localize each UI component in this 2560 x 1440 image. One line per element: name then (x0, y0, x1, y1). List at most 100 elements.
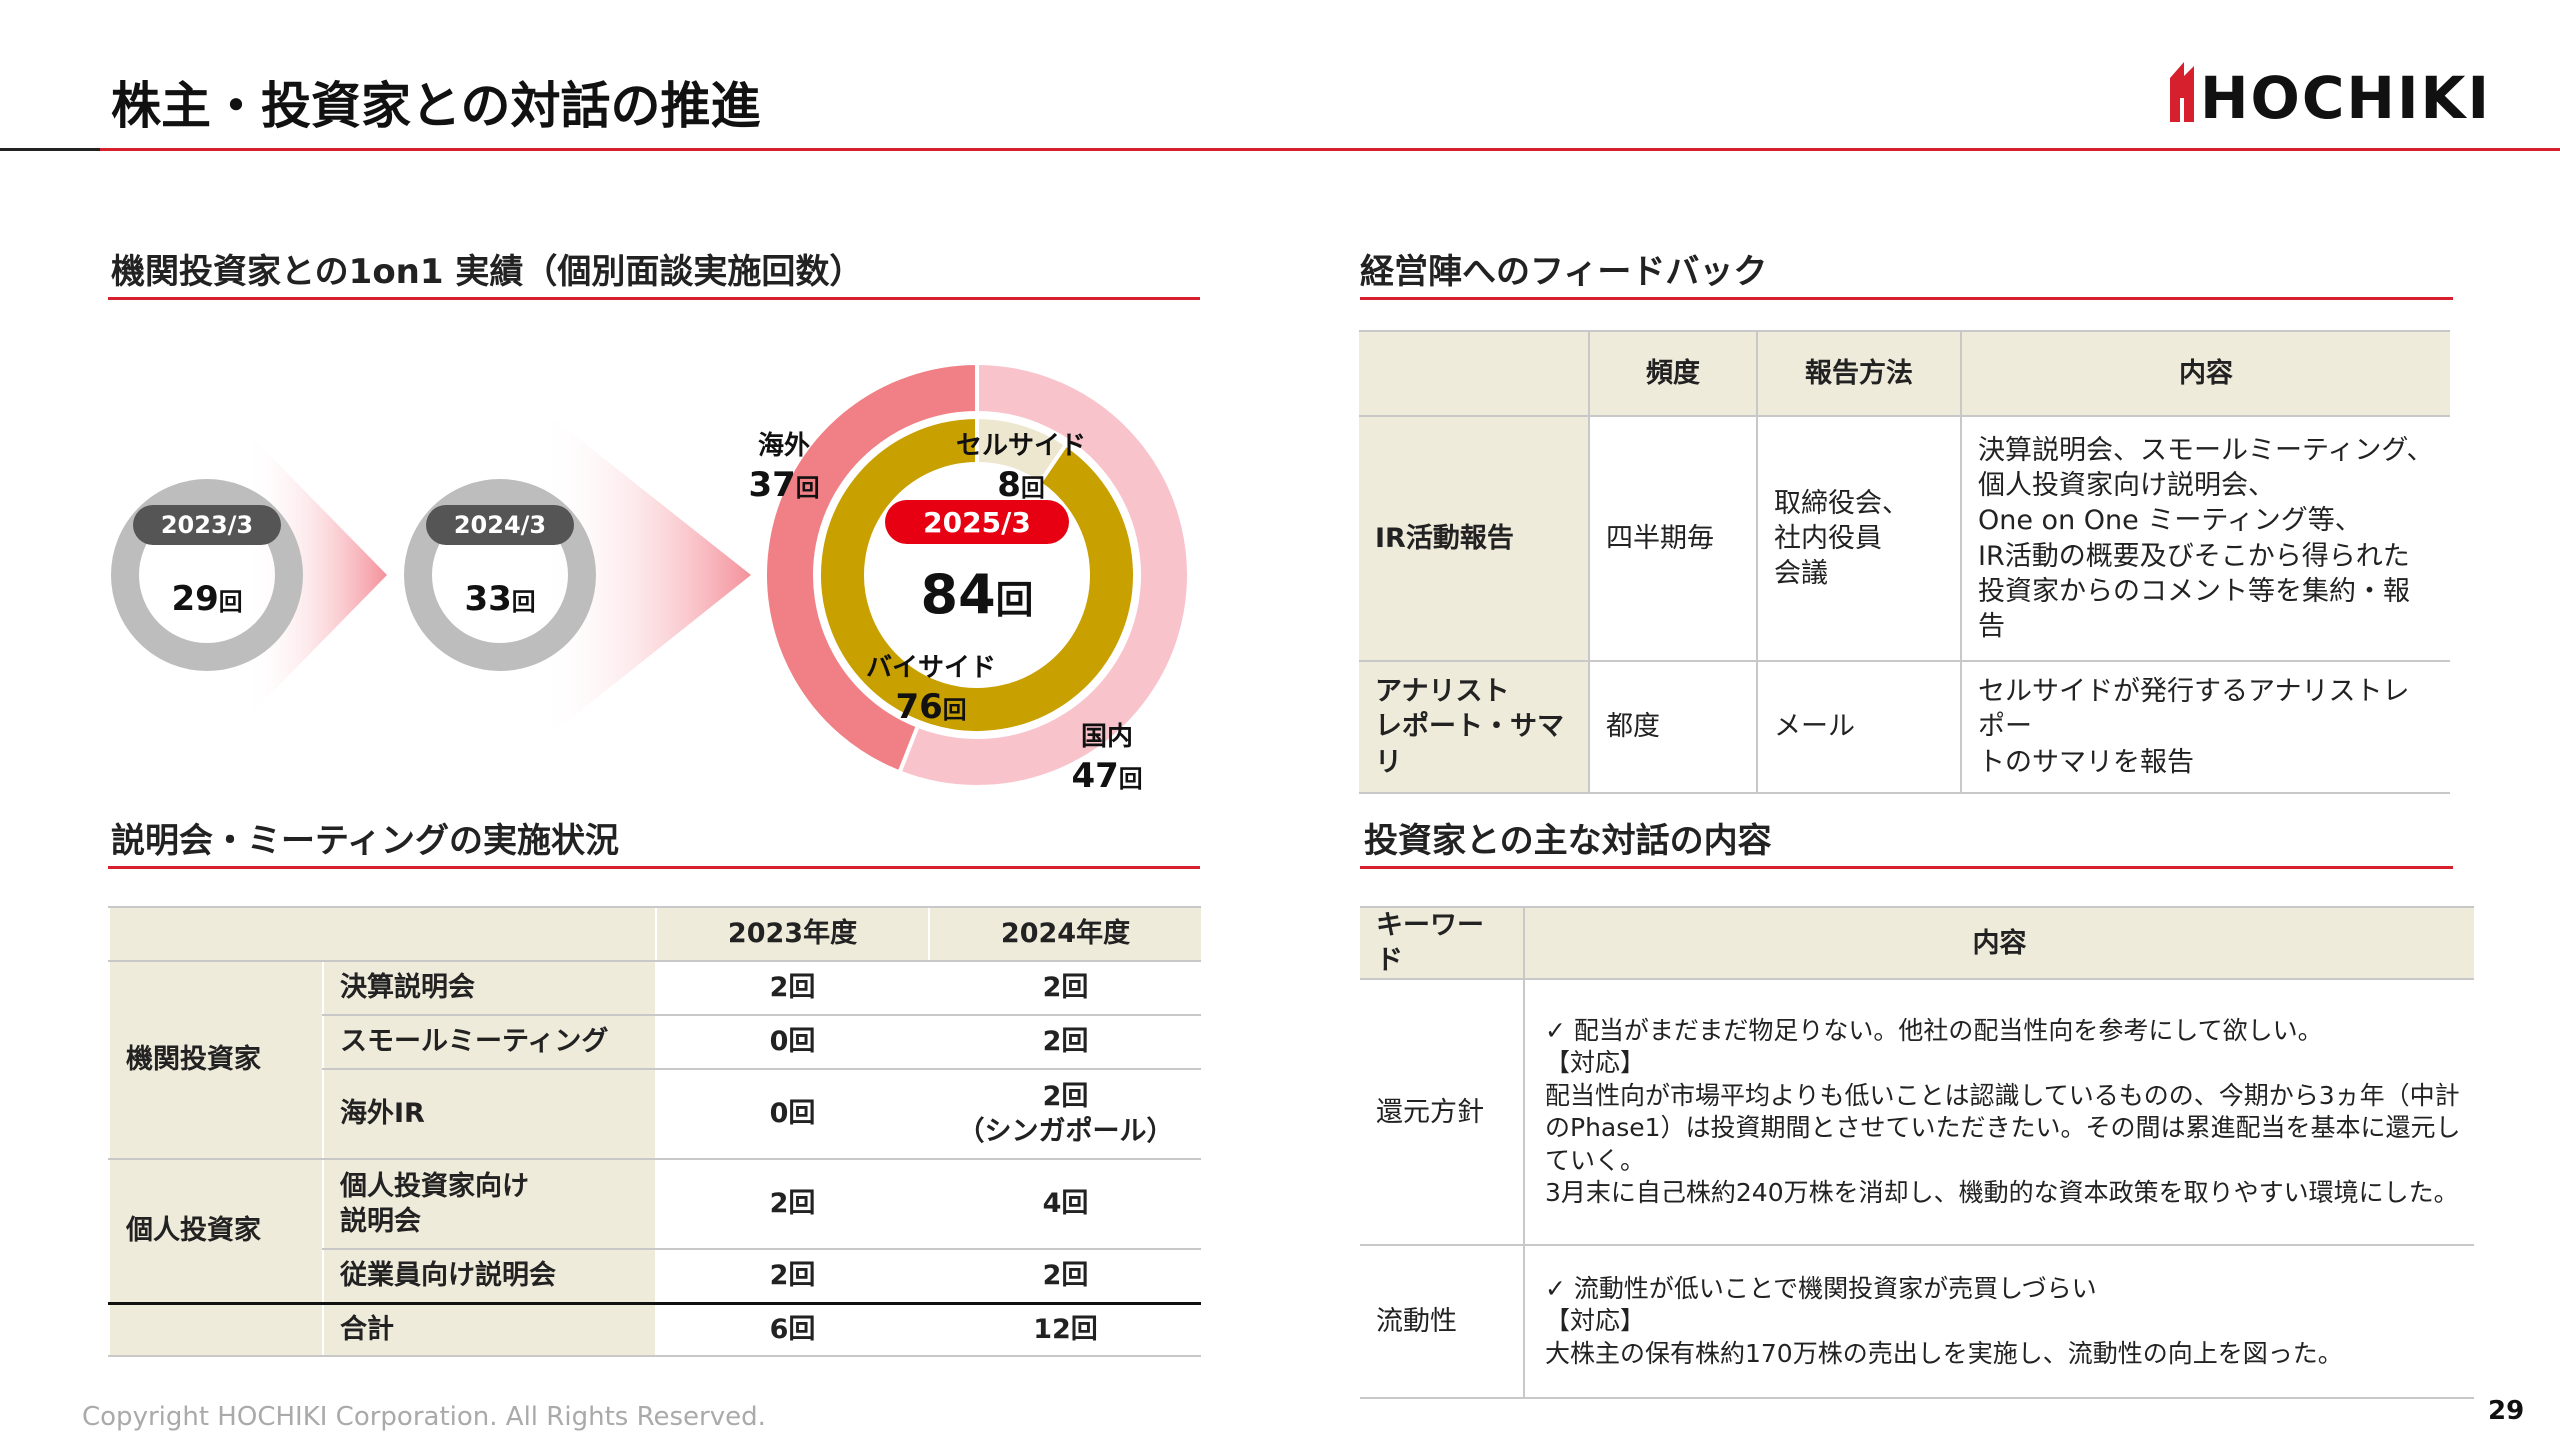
group-cell (108, 1301, 323, 1357)
header-cell (108, 906, 656, 962)
segment-name: 国内 (1081, 722, 1133, 752)
table-row: 個人投資家 個人投資家向け 説明会 2回 4回 (108, 1158, 1201, 1304)
table-row: IR活動報告 四半期毎 取締役会、 社内役員 会議 決算説明会、スモールミーティング、… (1359, 415, 2450, 662)
value-cell: 6回 (655, 1301, 929, 1357)
value-cell: 4回 (928, 1158, 1201, 1250)
count: 47回 (1071, 756, 1142, 796)
value-cell: 0回 (655, 1068, 929, 1160)
count-unit: 回 (996, 578, 1034, 622)
section-heading: 投資家との主な対話の内容 (1364, 821, 1772, 861)
count-unit: 回 (512, 588, 536, 616)
cell: セルサイドが発行するアナリストレポー トのサマリを報告 (1960, 660, 2450, 794)
one-on-one-graphic: 2023/329回2024/333回2025/384回海外37回セルサイド8回バ… (111, 360, 1191, 796)
count: 33回 (464, 579, 535, 619)
year-pill (885, 500, 1069, 544)
cell: 決算説明会、スモールミーティング、 個人投資家向け説明会、 One on One… (1960, 415, 2450, 662)
table-row: アナリスト レポート・サマリ 都度 メール セルサイドが発行するアナリストレポー トの… (1359, 660, 2450, 794)
count-unit: 回 (219, 588, 243, 616)
table-row: キーワード 内容 (1360, 905, 2474, 981)
count-unit: 回 (1021, 474, 1045, 502)
section-rule (1360, 297, 2453, 300)
section-heading: 説明会・ミーティングの実施状況 (111, 821, 619, 861)
segment-name: バイサイド (866, 653, 996, 683)
logo: HOCHIKI (2170, 62, 2491, 124)
table-row: 合計 6回 12回 (108, 1301, 1201, 1357)
value-cell: 2回 (928, 960, 1201, 1016)
row-head: IR活動報告 (1359, 415, 1589, 662)
segment-name: 海外 (758, 431, 810, 461)
cell: 都度 (1588, 660, 1757, 794)
section-heading: 経営陣へのフィードバック (1360, 252, 1768, 292)
value-cell: 2回 (655, 1158, 929, 1250)
section-rule (1360, 866, 2453, 869)
year-pill (133, 505, 281, 545)
year-ring (111, 479, 303, 671)
count: 29回 (171, 579, 242, 619)
arrow (245, 430, 387, 720)
header-cell: 2024年度 (928, 906, 1201, 962)
table-row: 流動性 ✓ 流動性が低いことで機関投資家が売買しづらい 【対応】 大株主の保有株約… (1360, 1244, 2474, 1400)
content: ✓ 配当がまだまだ物足りない。他社の配当性向を参考にして欲しい。 【対応】 配当… (1523, 978, 2474, 1247)
donut-segment (896, 360, 1191, 789)
item-cell: 決算説明会 (322, 960, 656, 1016)
header-cell: 内容 (1960, 330, 2450, 417)
value-cell: 2回 （シンガポール） (928, 1068, 1201, 1160)
cell: 取締役会、 社内役員 会議 (1756, 415, 1961, 662)
table: 2023年度 2024年度 機関投資家 決算説明会 2回 2回 スモールミーティング 0回 2回… (108, 906, 1201, 1357)
count: 8回 (997, 465, 1044, 505)
value-cell: 12回 (928, 1301, 1201, 1357)
header-cell (1359, 330, 1589, 417)
header-rule-dark (0, 148, 100, 151)
logo-text: HOCHIKI (2200, 64, 2491, 124)
arrow (540, 408, 751, 743)
copyright: Copyright HOCHIKI Corporation. All Right… (82, 1402, 766, 1432)
year-label: 2024/3 (454, 511, 546, 539)
value-cell: 2回 (655, 960, 929, 1016)
year-label: 2025/3 (923, 506, 1031, 539)
cell: 四半期毎 (1588, 415, 1757, 662)
year-label: 2023/3 (161, 511, 253, 539)
item-cell: 従業員向け説明会 (322, 1248, 656, 1304)
table-row: 頻度 報告方法 内容 (1359, 330, 2450, 417)
count-unit: 回 (796, 474, 820, 502)
header-cell: キーワード (1360, 905, 1524, 981)
table-row: スモールミーティング 0回 2回 (109, 1014, 1201, 1070)
header-cell: 頻度 (1588, 330, 1757, 417)
value-cell: 2回 (928, 1014, 1201, 1070)
item-cell: 合計 (322, 1301, 656, 1357)
table-row: 還元方針 ✓ 配当がまだまだ物足りない。他社の配当性向を参考にして欲しい。 【対応… (1360, 978, 2474, 1247)
count-value: 47 (1071, 756, 1118, 796)
table-row: 機関投資家 決算説明会 2回 2回 (108, 960, 1201, 1160)
logo-mark (2170, 62, 2194, 122)
count: 37回 (748, 465, 819, 505)
header-cell: 報告方法 (1756, 330, 1961, 417)
item-cell: 海外IR (322, 1068, 656, 1160)
group-cell: 機関投資家 (108, 960, 323, 1160)
cell: メール (1756, 660, 1961, 794)
count-value: 33 (464, 579, 511, 619)
content: ✓ 流動性が低いことで機関投資家が売買しづらい 【対応】 大株主の保有株約170… (1523, 1244, 2474, 1400)
count-unit: 回 (943, 696, 967, 724)
table: 頻度 報告方法 内容 IR活動報告 四半期毎 取締役会、 社内役員 会議 決算説明会、スモー… (1359, 330, 2450, 794)
year-pill (426, 505, 574, 545)
value-cell: 2回 (928, 1248, 1201, 1304)
keyword: 流動性 (1360, 1244, 1524, 1400)
count-value: 37 (748, 465, 795, 505)
segment-name: セルサイド (956, 431, 1086, 461)
header-cell: 2023年度 (655, 906, 929, 962)
table-row: 2023年度 2024年度 (108, 906, 1201, 962)
header-rule (100, 148, 2560, 151)
count-unit: 回 (1119, 765, 1143, 793)
donut-segment (763, 360, 979, 775)
keyword: 還元方針 (1360, 978, 1524, 1247)
donut-segment (817, 414, 1137, 735)
row-head: アナリスト レポート・サマリ (1359, 660, 1589, 794)
table: キーワード 内容 還元方針 ✓ 配当がまだまだ物足りない。他社の配当性向を参考にして欲… (1360, 905, 2474, 1400)
count: 84回 (921, 563, 1034, 626)
count-value: 8 (997, 465, 1021, 505)
count: 76回 (895, 687, 966, 727)
table-row: 海外IR 0回 2回 （シンガポール） (109, 1068, 1201, 1160)
item-cell: スモールミーティング (322, 1014, 656, 1070)
count-value: 76 (895, 687, 942, 727)
